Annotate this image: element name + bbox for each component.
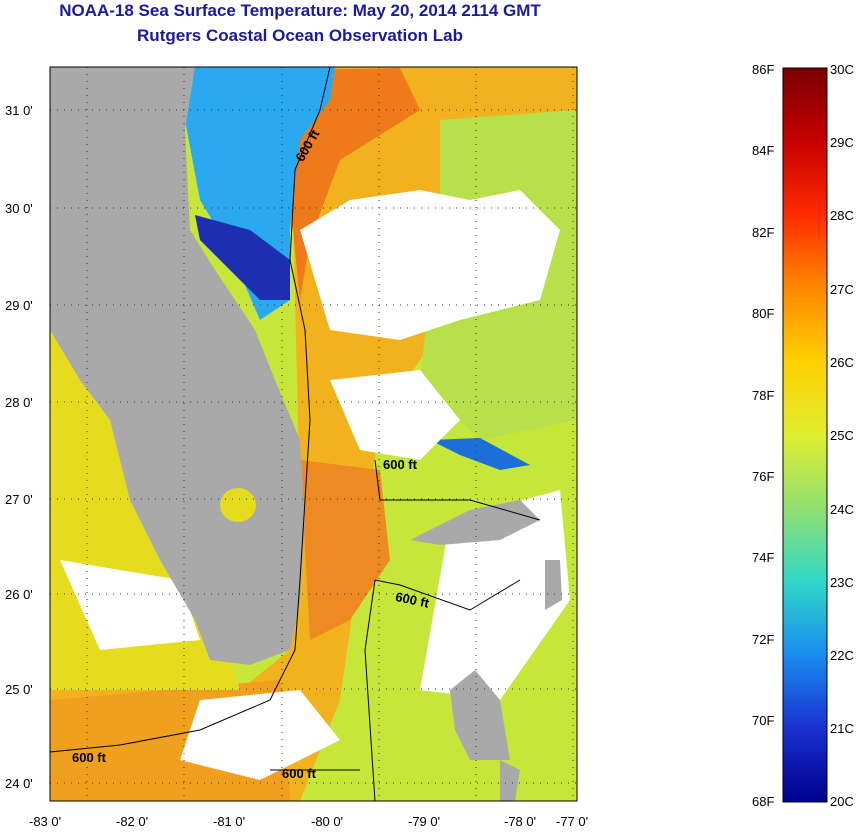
grand-bahama bbox=[410, 500, 540, 545]
cold-patch bbox=[430, 438, 530, 470]
lat-label: 24 0' bbox=[5, 776, 33, 791]
contour-label: 600 ft bbox=[383, 457, 418, 472]
lon-label: -82 0' bbox=[116, 814, 148, 829]
lat-label: 30 0' bbox=[5, 201, 33, 216]
cloud-cover-2 bbox=[330, 370, 460, 460]
lat-label: 25 0' bbox=[5, 682, 33, 697]
gulf-stream-core bbox=[290, 68, 420, 300]
bahama-islet bbox=[545, 560, 562, 610]
contour-label: 600 ft bbox=[394, 589, 431, 611]
cloud-cover bbox=[300, 190, 560, 340]
lon-label: -80 0' bbox=[311, 814, 343, 829]
lon-label: -83 0' bbox=[29, 814, 61, 829]
cloud-cover-3 bbox=[60, 560, 200, 650]
map-frame bbox=[49, 66, 578, 802]
isobath-contour-2 bbox=[374, 459, 541, 521]
lat-label: 31 0' bbox=[5, 103, 33, 118]
map-subtitle: Rutgers Coastal Ocean Observation Lab bbox=[137, 26, 463, 45]
lon-label: -81 0' bbox=[213, 814, 245, 829]
lat-label: 29 0' bbox=[5, 298, 33, 313]
lat-label: 28 0' bbox=[5, 395, 33, 410]
isobath-contour bbox=[50, 67, 331, 753]
lon-label: -77 0' bbox=[556, 814, 588, 829]
map-title: NOAA-18 Sea Surface Temperature: May 20,… bbox=[59, 1, 541, 20]
gulf-stream-south bbox=[300, 460, 390, 640]
isobath-contour-3 bbox=[374, 579, 521, 611]
isobath-contour-4 bbox=[364, 579, 376, 801]
andros-island bbox=[450, 670, 510, 760]
coldest-water bbox=[195, 215, 290, 300]
cloud-cover-5 bbox=[180, 690, 340, 780]
contour-label: 600 ft bbox=[282, 766, 317, 781]
lat-label: 26 0' bbox=[5, 587, 33, 602]
lon-label: -78 0' bbox=[504, 814, 536, 829]
lon-label: -79 0' bbox=[408, 814, 440, 829]
bahama-islet-2 bbox=[500, 760, 520, 801]
cold-coastal-water bbox=[185, 67, 335, 320]
contour-label: 600 ft bbox=[72, 750, 107, 765]
lat-label: 27 0' bbox=[5, 492, 33, 507]
lake-okeechobee bbox=[220, 488, 256, 522]
